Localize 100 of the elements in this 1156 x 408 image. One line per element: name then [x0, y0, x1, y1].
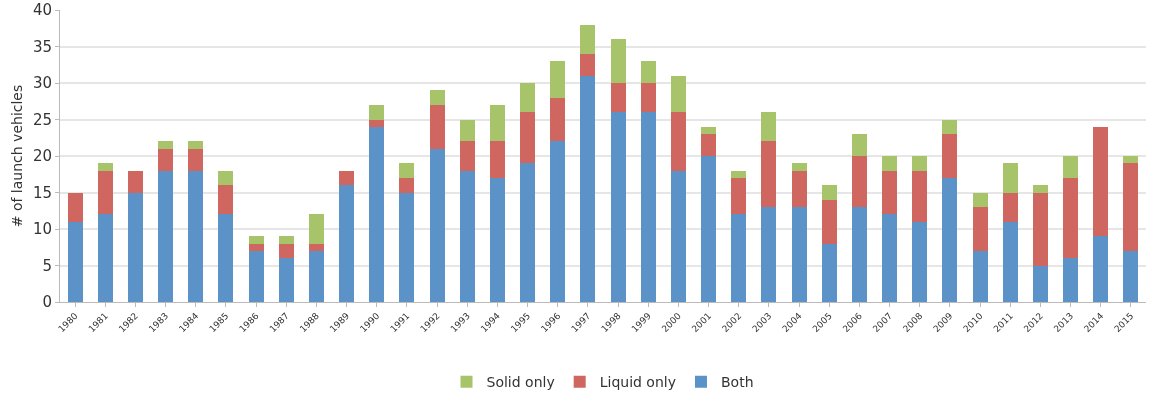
bar — [972, 192, 988, 208]
bar — [1093, 126, 1109, 237]
bar — [761, 141, 777, 208]
bar — [459, 119, 475, 142]
bar — [1032, 192, 1048, 266]
bar — [851, 156, 867, 208]
bar — [640, 83, 656, 113]
bar — [429, 90, 445, 105]
bar — [942, 177, 958, 302]
bar — [97, 163, 113, 171]
bar — [369, 119, 385, 127]
bar — [701, 134, 717, 156]
bar — [640, 61, 656, 83]
bar — [97, 170, 113, 215]
bar — [399, 192, 415, 302]
bar — [761, 207, 777, 302]
y-tick-label: 20 — [32, 147, 52, 166]
bar — [821, 199, 837, 244]
bar — [520, 83, 536, 113]
bar — [429, 104, 445, 149]
bar — [489, 177, 505, 302]
y-tick-label: 5 — [42, 256, 52, 275]
bar — [912, 156, 928, 171]
bar — [701, 156, 717, 302]
bar — [791, 163, 807, 171]
legend-label: Both — [720, 374, 754, 391]
bar — [1032, 185, 1048, 193]
bar — [912, 221, 928, 302]
bar — [248, 243, 264, 251]
bar — [1032, 265, 1048, 302]
bar — [278, 243, 294, 259]
legend-label: Solid only — [486, 374, 555, 391]
bar — [972, 207, 988, 251]
y-tick-label: 40 — [32, 1, 52, 20]
y-tick-label: 10 — [32, 220, 52, 239]
bar — [218, 185, 234, 215]
bar — [882, 170, 898, 215]
bar — [429, 148, 445, 302]
bar — [821, 243, 837, 302]
bar — [882, 156, 898, 171]
bar — [580, 75, 596, 302]
bar — [761, 112, 777, 142]
bar — [188, 148, 204, 171]
bar — [1123, 163, 1139, 251]
bar — [550, 141, 566, 302]
bar — [701, 126, 717, 135]
bar — [67, 192, 83, 222]
bar — [1002, 221, 1018, 302]
bar — [489, 141, 505, 178]
bar — [278, 258, 294, 302]
bar — [610, 39, 626, 83]
bar — [640, 112, 656, 302]
bar — [399, 177, 415, 193]
bar — [670, 75, 686, 113]
bar — [459, 170, 475, 302]
bar — [610, 83, 626, 113]
bar — [882, 214, 898, 302]
bar — [1063, 177, 1079, 259]
bar — [580, 53, 596, 76]
y-axis-title: # of launch vehicles — [9, 84, 25, 228]
bar — [399, 163, 415, 178]
bar — [550, 61, 566, 98]
bar — [97, 214, 113, 302]
y-tick-label: 35 — [32, 37, 52, 56]
bar — [188, 170, 204, 302]
bar — [610, 112, 626, 302]
bar — [670, 112, 686, 171]
bar — [670, 170, 686, 302]
bar — [158, 170, 174, 302]
bar — [731, 170, 747, 178]
bar — [308, 214, 324, 244]
bar — [550, 97, 566, 142]
y-tick-label: 25 — [32, 110, 52, 129]
bar — [972, 250, 988, 302]
bar — [1002, 163, 1018, 193]
bar — [942, 119, 958, 135]
bar — [791, 170, 807, 208]
bar — [218, 170, 234, 186]
bar — [1123, 156, 1139, 164]
bar — [1063, 156, 1079, 178]
bar — [489, 104, 505, 142]
bar — [278, 236, 294, 244]
bar — [188, 141, 204, 149]
bar — [67, 221, 83, 302]
bar — [339, 170, 355, 186]
bar — [580, 24, 596, 54]
bar — [520, 163, 536, 302]
bar — [158, 148, 174, 171]
bar — [791, 207, 807, 302]
bar — [369, 126, 385, 302]
bar — [127, 192, 143, 302]
bar — [851, 134, 867, 156]
bar — [942, 134, 958, 178]
bar — [1093, 236, 1109, 302]
y-tick-label: 0 — [42, 293, 52, 312]
bar — [369, 104, 385, 120]
bar — [308, 243, 324, 251]
bar — [248, 236, 264, 244]
bar — [1002, 192, 1018, 222]
bar — [339, 185, 355, 302]
